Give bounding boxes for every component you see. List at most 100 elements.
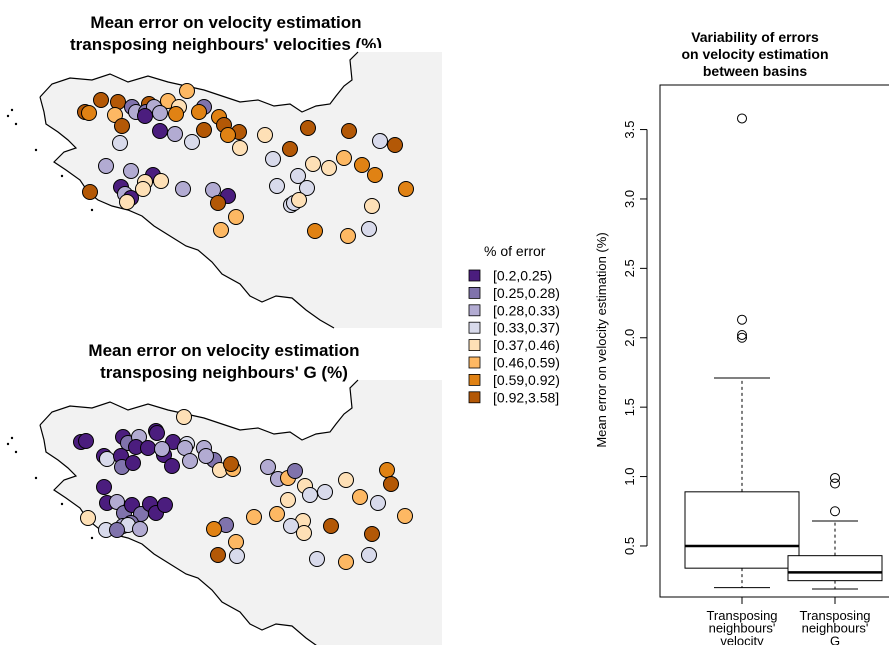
basin-point-65 bbox=[307, 223, 323, 239]
basin-point-64 bbox=[370, 495, 386, 511]
basin-point-27 bbox=[196, 122, 212, 138]
island-0 bbox=[10, 436, 14, 440]
top-map-title-line-2: transposing neighbours' velocities (%) bbox=[70, 35, 382, 54]
basin-point-61 bbox=[213, 222, 229, 238]
legend-label-7: [0.92,3.58] bbox=[493, 389, 559, 405]
basin-point-54 bbox=[305, 156, 321, 172]
island-4 bbox=[60, 174, 64, 178]
legend-label-1: [0.25,0.28) bbox=[493, 285, 560, 301]
land-area bbox=[40, 380, 442, 645]
bottom-map bbox=[6, 376, 442, 645]
basin-point-62 bbox=[323, 518, 339, 534]
basin-point-16 bbox=[125, 455, 141, 471]
y-axis-label: Mean error on velocity estimation (%) bbox=[594, 232, 609, 447]
outlier-1-0 bbox=[830, 506, 840, 517]
basin-point-47 bbox=[175, 181, 191, 197]
legend-label-4: [0.37,0.46) bbox=[493, 337, 560, 353]
island-2 bbox=[14, 450, 18, 454]
basin-point-70 bbox=[364, 526, 380, 542]
basin-point-34 bbox=[372, 133, 388, 149]
basin-point-14 bbox=[96, 479, 112, 495]
y-tick-label-5: 3.0 bbox=[622, 190, 637, 208]
basin-point-54 bbox=[206, 521, 222, 537]
sea-mask bbox=[36, 48, 442, 112]
basin-point-46 bbox=[80, 510, 96, 526]
basin-point-55 bbox=[321, 160, 337, 176]
basin-point-57 bbox=[246, 509, 262, 525]
island-0 bbox=[10, 108, 14, 112]
basin-point-66 bbox=[296, 525, 312, 541]
basin-point-67 bbox=[361, 221, 377, 237]
basin-point-59 bbox=[398, 181, 414, 197]
x-tick-label-1-0: Transposing bbox=[799, 608, 870, 623]
basin-point-67 bbox=[397, 508, 413, 524]
legend-swatch-2 bbox=[468, 304, 481, 317]
basin-point-52 bbox=[109, 522, 125, 538]
y-tick-label-3: 2.0 bbox=[622, 329, 637, 347]
basin-point-26 bbox=[184, 134, 200, 150]
legend-label-5: [0.46,0.59) bbox=[493, 355, 560, 371]
basin-point-28 bbox=[223, 456, 239, 472]
basin-point-65 bbox=[283, 518, 299, 534]
basin-point-58 bbox=[367, 167, 383, 183]
y-tick-label-0: 0.5 bbox=[622, 537, 637, 555]
basin-point-56 bbox=[210, 547, 226, 563]
bottom-map-title-line-1: Mean error on velocity estimation bbox=[88, 341, 359, 360]
legend-label-2: [0.28,0.33) bbox=[493, 302, 560, 318]
basin-point-24 bbox=[154, 441, 170, 457]
y-tick-label-2: 1.5 bbox=[622, 398, 637, 416]
basin-point-50 bbox=[210, 195, 226, 211]
legend-swatch-7 bbox=[468, 391, 481, 404]
basin-point-37 bbox=[123, 163, 139, 179]
island-5 bbox=[90, 208, 94, 212]
basin-point-16 bbox=[152, 105, 168, 121]
x-tick-label-0-1: neighbours' bbox=[709, 621, 776, 636]
outlier-0-1 bbox=[737, 329, 747, 340]
top-map-title-line-1: Mean error on velocity estimation bbox=[90, 13, 361, 32]
basin-point-41 bbox=[135, 181, 151, 197]
legend-swatch-5 bbox=[468, 356, 481, 369]
basin-point-30 bbox=[257, 127, 273, 143]
basin-point-31 bbox=[265, 151, 281, 167]
basin-point-35 bbox=[387, 137, 403, 153]
basin-point-15 bbox=[137, 108, 153, 124]
north-coastline bbox=[39, 51, 359, 113]
y-tick-label-1: 1.0 bbox=[622, 468, 637, 486]
basin-point-29 bbox=[232, 140, 248, 156]
basin-point-8 bbox=[99, 451, 115, 467]
basin-point-32 bbox=[287, 463, 303, 479]
legend-swatch-0 bbox=[468, 269, 481, 282]
basin-point-34 bbox=[317, 484, 333, 500]
island-4 bbox=[60, 502, 64, 506]
legend-label-3: [0.33,0.37) bbox=[493, 320, 560, 336]
outlier-0-3 bbox=[737, 113, 747, 124]
basin-point-64 bbox=[291, 192, 307, 208]
basin-point-45 bbox=[157, 497, 173, 513]
x-tick-label-0-2: velocity bbox=[720, 633, 764, 645]
south-coastline bbox=[39, 96, 335, 329]
basin-point-24 bbox=[152, 123, 168, 139]
outlier-1-2 bbox=[830, 472, 840, 483]
y-tick-label-6: 3.5 bbox=[622, 121, 637, 139]
top-map bbox=[6, 48, 442, 329]
basin-point-50 bbox=[132, 521, 148, 537]
basin-point-71 bbox=[361, 547, 377, 563]
x-tick-label-1-1: neighbours' bbox=[802, 621, 869, 636]
island-1 bbox=[6, 114, 10, 118]
x-tick-label-1-2: G bbox=[830, 633, 840, 645]
boxplot-title-line-1: Variability of errors bbox=[691, 29, 819, 45]
box-1 bbox=[787, 555, 883, 582]
legend-title: % of error bbox=[484, 243, 546, 259]
south-coastline bbox=[39, 424, 317, 645]
basin-point-55 bbox=[228, 534, 244, 550]
outlier-0-0 bbox=[737, 332, 747, 343]
legend-swatch-6 bbox=[468, 373, 481, 386]
legend-swatch-3 bbox=[468, 321, 481, 334]
basin-point-29 bbox=[260, 459, 276, 475]
basin-point-58 bbox=[269, 506, 285, 522]
legend-label-6: [0.59,0.92) bbox=[493, 372, 560, 388]
basin-point-69 bbox=[338, 554, 354, 570]
basin-point-45 bbox=[119, 194, 135, 210]
basin-point-7 bbox=[176, 409, 192, 425]
basin-point-68 bbox=[309, 551, 325, 567]
